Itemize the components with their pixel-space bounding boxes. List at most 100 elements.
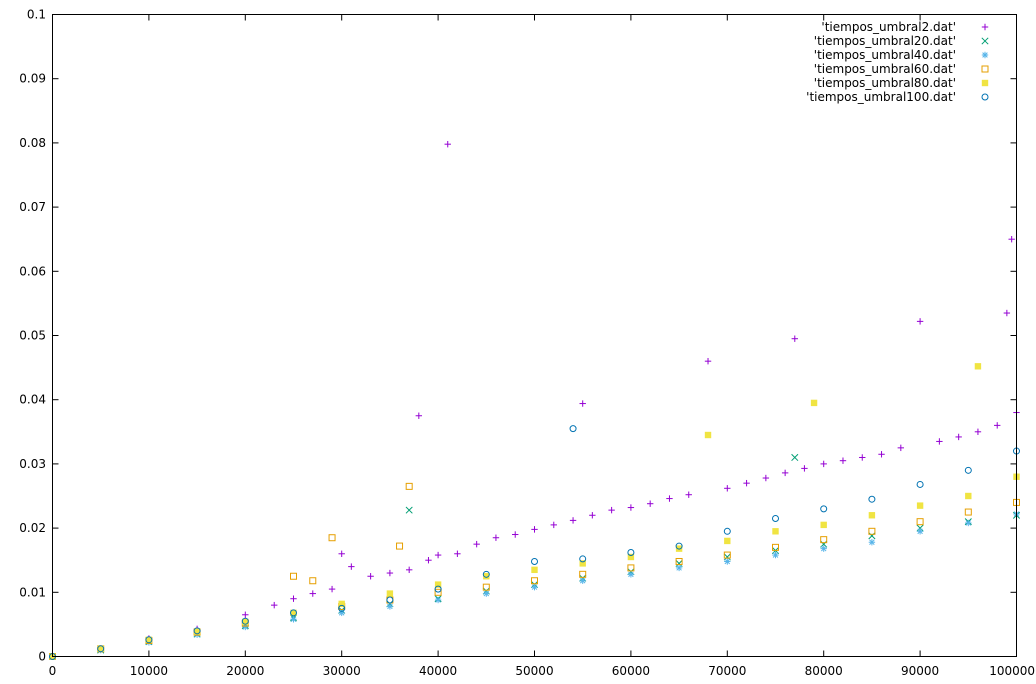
data-point: [367, 573, 374, 580]
data-point: [772, 514, 779, 522]
data-point: [309, 590, 316, 597]
data-point: [483, 573, 490, 580]
data-point: [810, 399, 818, 407]
legend-marker: [981, 37, 989, 45]
y-tick-label: 0.04: [19, 393, 46, 407]
data-point: [839, 457, 847, 464]
legend-label: 'tiempos_umbral20.dat': [814, 34, 956, 48]
data-point: [550, 521, 557, 529]
x-tick-label: 60000: [612, 664, 650, 678]
data-point: [608, 506, 615, 514]
x-tick-label: 30000: [323, 664, 361, 678]
data-point: [290, 572, 297, 580]
data-point: [444, 140, 451, 148]
data-point: [675, 557, 683, 565]
data-point: [531, 566, 538, 574]
data-point: [434, 588, 442, 596]
data-point: [328, 534, 336, 542]
data-point: [781, 469, 789, 477]
series-5: [49, 363, 1020, 660]
data-point: [916, 518, 924, 526]
data-point: [646, 500, 654, 507]
data-point: [338, 550, 345, 557]
data-point: [965, 492, 972, 500]
data-point: [791, 453, 799, 462]
series-1: [49, 140, 1020, 660]
data-point: [386, 596, 394, 604]
data-point: [386, 603, 394, 610]
data-point: [964, 466, 972, 474]
data-point: [820, 521, 827, 529]
data-point: [386, 590, 394, 597]
legend-marker: [981, 65, 989, 73]
data-point: [964, 508, 972, 516]
data-point: [328, 585, 336, 593]
data-point: [627, 548, 635, 556]
data-point: [579, 555, 587, 563]
data-point: [531, 577, 538, 585]
data-point: [579, 577, 586, 584]
data-point: [97, 645, 105, 653]
data-point: [820, 505, 828, 513]
data-point: [1008, 236, 1015, 243]
data-point: [97, 645, 104, 652]
data-point: [589, 512, 596, 519]
data-point: [242, 611, 249, 618]
series-6: [49, 425, 1020, 660]
data-point: [723, 527, 731, 535]
data-point: [859, 454, 866, 461]
data-point: [405, 566, 413, 574]
legend-label: 'tiempos_umbral100.dat': [806, 90, 956, 104]
data-point: [434, 585, 442, 593]
data-point: [473, 540, 480, 548]
data-point: [666, 495, 673, 502]
x-tick-label: 100000: [989, 664, 1035, 678]
data-point: [723, 551, 731, 559]
data-point: [145, 636, 153, 644]
data-point: [415, 412, 423, 419]
legend-label: 'tiempos_umbral2.dat': [821, 20, 956, 34]
data-point: [579, 570, 587, 578]
data-point: [965, 519, 972, 527]
legend-label: 'tiempos_umbral60.dat': [814, 62, 956, 76]
data-point: [193, 627, 201, 635]
y-tick-label: 0.06: [19, 264, 46, 278]
data-point: [454, 550, 461, 557]
y-tick-label: 0.07: [19, 200, 46, 214]
data-point: [579, 560, 586, 567]
data-point: [579, 400, 586, 407]
data-point: [704, 431, 712, 439]
x-tick-label: 90000: [901, 664, 939, 678]
data-point: [801, 465, 808, 472]
data-point: [145, 636, 153, 644]
data-point: [916, 502, 924, 509]
series-layer: [48, 140, 1021, 661]
data-point: [772, 543, 779, 551]
x-tick-label: 10000: [130, 664, 168, 678]
y-tick-label: 0.08: [19, 136, 46, 150]
data-point: [974, 428, 982, 435]
data-point: [627, 564, 635, 572]
data-point: [916, 524, 924, 532]
data-point: [820, 460, 827, 468]
data-point: [868, 512, 876, 519]
y-tick-label: 0.01: [19, 585, 46, 599]
data-point: [1003, 309, 1011, 317]
data-point: [868, 539, 876, 546]
legend-label: 'tiempos_umbral80.dat': [814, 76, 956, 90]
data-point: [531, 526, 538, 533]
data-point: [241, 617, 249, 625]
x-tick-label: 50000: [515, 664, 553, 678]
data-point: [955, 433, 962, 441]
y-tick-label: 0.03: [19, 457, 46, 471]
data-point: [425, 557, 432, 564]
legend: 'tiempos_umbral2.dat''tiempos_umbral20.d…: [806, 20, 989, 104]
data-point: [405, 506, 413, 514]
data-point: [290, 609, 297, 617]
data-point: [482, 570, 490, 578]
data-point: [936, 438, 943, 445]
legend-marker: [981, 79, 989, 87]
data-point: [820, 545, 827, 552]
data-point: [482, 583, 490, 591]
